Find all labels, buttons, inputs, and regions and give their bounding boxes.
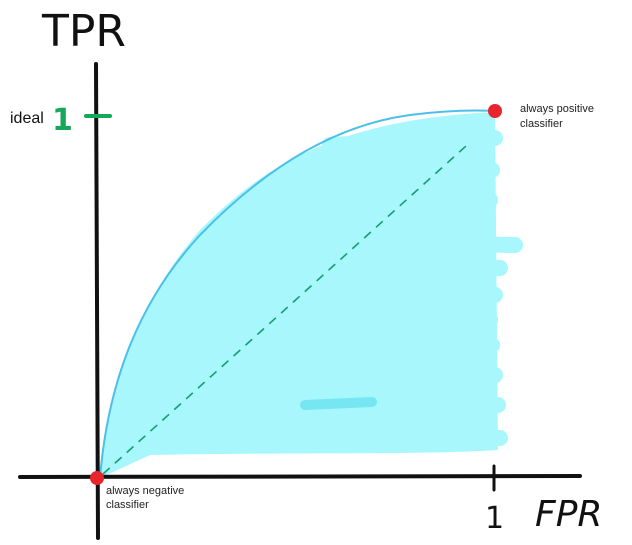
x-axis xyxy=(18,474,582,479)
y-axis xyxy=(94,62,100,540)
always-positive-label-line1: always positive xyxy=(520,103,594,115)
random-classifier-diagonal xyxy=(102,145,467,475)
x-axis-title: FPR xyxy=(535,494,602,535)
roc-curve xyxy=(99,109,496,479)
ideal-label: ideal xyxy=(10,110,44,127)
x-tick-label: 1 xyxy=(485,501,504,536)
area-under-curve-fill xyxy=(100,112,523,478)
always-negative-label-line2: classifier xyxy=(106,499,149,511)
y-axis-title: TPR xyxy=(41,6,126,57)
always-positive-label-line2: classifier xyxy=(520,118,563,130)
y-tick-label: 1 xyxy=(52,103,73,138)
always-positive-point xyxy=(488,104,502,118)
always-negative-label-line1: always negative xyxy=(106,485,184,497)
always-negative-point xyxy=(90,471,104,485)
